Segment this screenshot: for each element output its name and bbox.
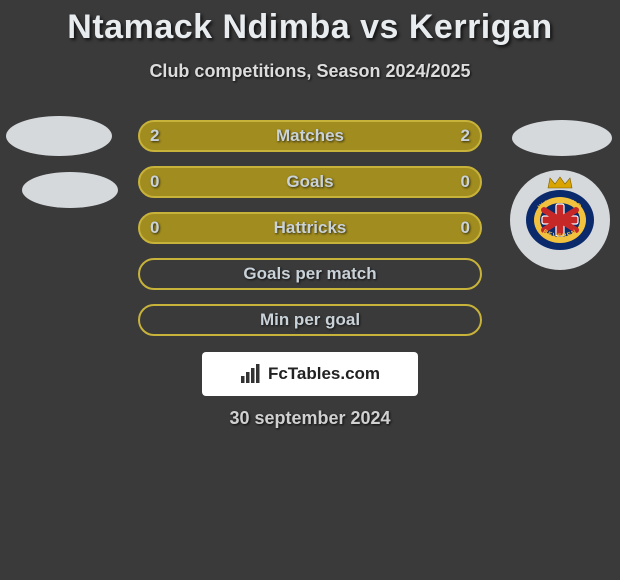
page-title: Ntamack Ndimba vs Kerrigan [0, 0, 620, 47]
stat-label: Goals [286, 172, 333, 192]
season-subtitle: Club competitions, Season 2024/2025 [0, 61, 620, 82]
stat-row: Goals 0 0 [0, 164, 620, 210]
bar-chart-icon [240, 364, 262, 384]
stat-row: Goals per match [0, 256, 620, 302]
stat-value-right: 0 [461, 172, 470, 192]
stat-bar: Goals per match [138, 258, 482, 290]
date-label: 30 september 2024 [0, 408, 620, 429]
stat-bar: Goals [138, 166, 482, 198]
stat-row: Matches 2 2 [0, 118, 620, 164]
stat-row: Min per goal [0, 302, 620, 348]
stat-label: Matches [276, 126, 344, 146]
stat-value-left: 2 [150, 126, 159, 146]
stat-value-left: 0 [150, 172, 159, 192]
stat-bar: Min per goal [138, 304, 482, 336]
stat-value-right: 2 [461, 126, 470, 146]
stat-value-left: 0 [150, 218, 159, 238]
stat-label: Min per goal [260, 310, 360, 330]
stat-value-right: 0 [461, 218, 470, 238]
stat-bar: Matches [138, 120, 482, 152]
stat-rows: Matches 2 2 Goals 0 0 Hattricks 0 0 Goals per mat… [0, 118, 620, 348]
stat-label: Hattricks [274, 218, 347, 238]
stat-label: Goals per match [243, 264, 376, 284]
fctables-logo: FcTables.com [202, 352, 418, 396]
stat-row: Hattricks 0 0 [0, 210, 620, 256]
stat-bar: Hattricks [138, 212, 482, 244]
logo-text: FcTables.com [268, 364, 380, 384]
